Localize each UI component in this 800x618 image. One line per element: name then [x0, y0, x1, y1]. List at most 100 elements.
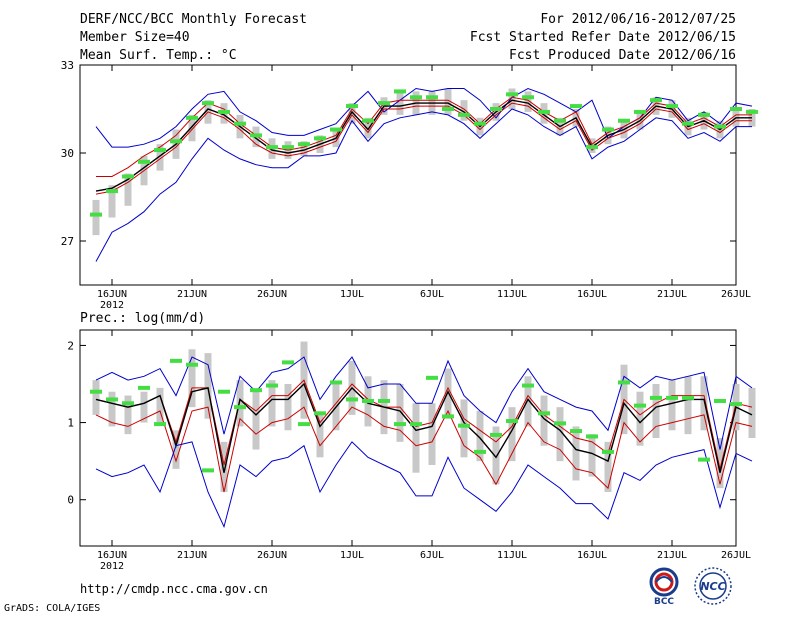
- ensemble-box: [204, 353, 212, 419]
- obs-marker: [714, 398, 726, 403]
- obs-marker: [570, 429, 582, 434]
- x-tick-label: 26JUL: [721, 550, 751, 561]
- y-tick-label: 0: [67, 494, 74, 507]
- x-tick-label: 21JUL: [657, 550, 687, 561]
- x-tick-label: 6JUL: [420, 289, 444, 300]
- series-mean-line: [95, 99, 752, 192]
- ensemble-box: [604, 441, 612, 492]
- obs-marker: [506, 419, 518, 424]
- x-tick-label: 11JUL: [497, 289, 527, 300]
- obs-marker: [154, 148, 166, 153]
- ensemble-box: [700, 376, 708, 431]
- obs-marker: [106, 189, 118, 194]
- x-tick-year: 2012: [100, 561, 124, 572]
- ensemble-box: [156, 144, 164, 171]
- grads-credit: GrADS: COLA/IGES: [4, 603, 101, 614]
- obs-marker: [106, 397, 118, 402]
- obs-marker: [730, 107, 742, 111]
- obs-marker: [522, 95, 534, 100]
- ensemble-box: [652, 384, 660, 438]
- ensemble-box: [444, 88, 452, 115]
- series-min-line: [95, 441, 753, 529]
- obs-marker: [698, 112, 710, 117]
- x-tick-label: 1JUL: [340, 289, 364, 300]
- ensemble-box: [556, 407, 564, 462]
- x-tick-label: 16JUN: [97, 289, 127, 300]
- y-tick-label: 2: [67, 339, 74, 352]
- series-lower-line: [95, 406, 753, 493]
- obs-marker: [570, 104, 582, 109]
- ncc-logo-text: NCC: [700, 580, 725, 593]
- obs-marker: [410, 95, 422, 100]
- ensemble-box: [188, 349, 196, 408]
- ensemble-box: [460, 100, 468, 121]
- y-tick-label: 27: [61, 235, 74, 248]
- precip-panel-title: Prec.: log(mm/d): [80, 311, 205, 326]
- x-tick-label: 16JUN: [97, 550, 127, 561]
- chart-title: DERF/NCC/BCC Monthly Forecast: [80, 12, 307, 27]
- obs-marker: [250, 388, 262, 393]
- series-max-line: [95, 356, 753, 450]
- obs-marker: [490, 107, 502, 111]
- ensemble-box: [364, 117, 372, 139]
- y-tick-label: 30: [61, 147, 74, 160]
- x-tick-label: 16JUL: [577, 289, 607, 300]
- x-tick-label: 6JUL: [420, 550, 444, 561]
- obs-marker: [346, 397, 358, 402]
- obs-marker: [250, 133, 262, 138]
- ensemble-box: [716, 438, 724, 489]
- obs-marker: [394, 422, 406, 427]
- obs-marker: [298, 422, 310, 427]
- ensemble-box: [236, 380, 244, 427]
- obs-marker: [138, 159, 150, 164]
- obs-marker: [682, 395, 694, 400]
- y-tick-label: 1: [67, 417, 74, 430]
- series-mean-line: [95, 382, 753, 473]
- ensemble-box: [412, 403, 420, 473]
- obs-marker: [554, 421, 566, 426]
- ensemble-box: [636, 391, 644, 446]
- obs-marker: [442, 107, 454, 111]
- x-tick-label: 26JUN: [257, 289, 287, 300]
- obs-marker: [458, 423, 470, 428]
- obs-marker: [330, 127, 342, 132]
- obs-marker: [538, 411, 550, 416]
- obs-marker: [714, 124, 726, 129]
- obs-marker: [666, 395, 678, 400]
- ensemble-box: [124, 395, 132, 435]
- obs-marker: [122, 174, 134, 179]
- ensemble-box: [588, 434, 596, 477]
- obs-marker: [394, 89, 406, 94]
- obs-marker: [266, 383, 278, 388]
- source-url[interactable]: http://cmdp.ncc.cma.gov.cn: [80, 582, 268, 596]
- plot-frame: [79, 329, 737, 547]
- ensemble-box: [140, 391, 148, 423]
- x-tick-label: 21JUN: [177, 289, 207, 300]
- obs-marker: [650, 395, 662, 400]
- obs-marker: [650, 98, 662, 103]
- y-tick-label: 33: [61, 59, 74, 72]
- ensemble-box: [428, 403, 436, 465]
- obs-marker: [634, 403, 646, 408]
- obs-marker: [234, 405, 246, 410]
- ensemble-box: [508, 88, 516, 109]
- obs-marker: [186, 115, 198, 120]
- x-tick-label: 16JUL: [577, 550, 607, 561]
- produced-date: Fcst Produced Date 2012/06/16: [509, 48, 736, 63]
- ensemble-box: [268, 380, 276, 427]
- member-size-label: Member Size=40: [80, 30, 190, 45]
- ensemble-box: [524, 91, 532, 112]
- ensemble-box: [92, 199, 100, 236]
- refer-date: Fcst Started Refer Date 2012/06/15: [469, 30, 736, 45]
- x-tick-label: 26JUN: [257, 550, 287, 561]
- obs-marker: [682, 121, 694, 126]
- ensemble-box: [524, 376, 532, 427]
- ncc-logo: NCC: [694, 567, 732, 605]
- obs-marker: [154, 422, 166, 427]
- x-tick-label: 21JUL: [657, 289, 687, 300]
- obs-marker: [378, 398, 390, 403]
- obs-marker: [90, 389, 102, 394]
- obs-marker: [202, 101, 214, 106]
- obs-marker: [138, 385, 150, 390]
